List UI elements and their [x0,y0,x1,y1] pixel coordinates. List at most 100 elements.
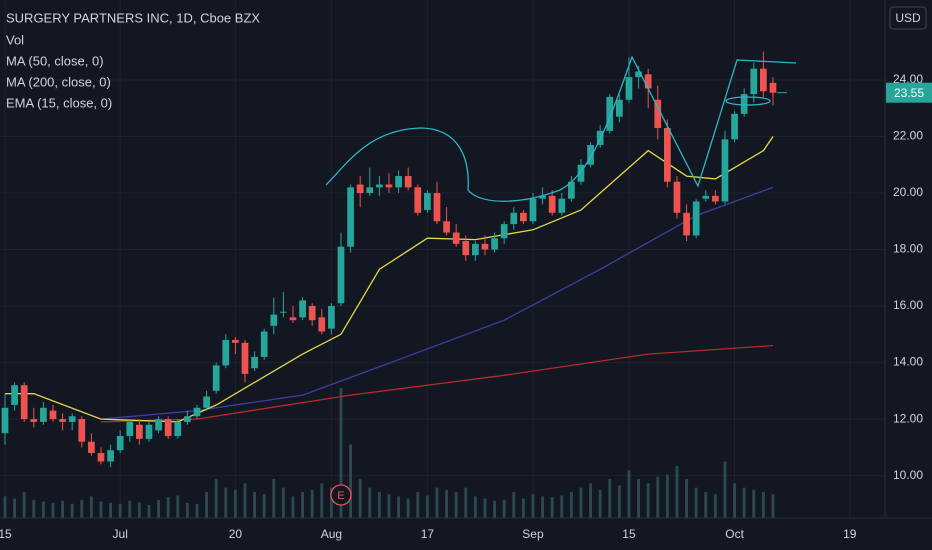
candle-body [49,410,57,420]
volume-bar [598,489,602,518]
drawings [325,55,797,202]
candle-body [299,300,306,318]
volume-bar [742,487,746,518]
volume-bar [301,492,305,518]
volume-bar [22,492,26,518]
x-tick-label: 19 [843,527,857,541]
candle-body [232,339,239,343]
candle-body [769,82,777,93]
candle-body [203,396,210,408]
candle-body [241,342,249,374]
candle-body [587,144,594,165]
chart-title: SURGERY PARTNERS INC, 1D, Cboe BZX [6,10,260,25]
y-tick-label: 14.00 [893,355,923,369]
volume-bar [579,487,583,518]
volume-bar [541,496,545,518]
currency-box[interactable] [889,6,927,30]
candle-body [702,195,710,199]
earnings-marker [330,484,352,506]
volume-bar [761,492,765,518]
candle-body [40,407,47,422]
volume-bar [502,499,506,518]
volume-bar [272,479,276,518]
volume-bar [368,487,372,518]
volume-bar [416,492,420,518]
y-tick-label: 24.00 [893,72,923,86]
candle-body [577,164,585,182]
candle-body [328,306,335,329]
volume-bar [118,503,122,518]
volume-bar [310,489,314,518]
volume-bar [291,496,295,518]
moving-average [100,344,774,423]
volume-bar [445,489,449,518]
candle-body [712,195,719,202]
candle-body [616,99,623,117]
candle-body [472,243,479,256]
candle-body [356,184,364,194]
volume-bar [281,487,285,518]
candle-body [500,224,508,239]
volume-bar [349,444,353,518]
volume-bar [646,483,650,518]
candle-body [97,453,105,462]
volume-bar [589,483,593,518]
volume-bar [713,494,717,518]
volume-bar [512,492,516,518]
earnings-label: E [337,490,344,502]
x-tick-label: 20 [229,527,243,541]
volume-bar [387,494,391,518]
volume-bar [406,498,410,518]
grid [0,0,885,518]
volume-bar [80,499,84,518]
x-tick-label: Aug [321,527,342,541]
legend-ma50: MA (50, close, 0) [6,53,104,68]
candle-body [740,94,748,114]
currency: USD [895,11,921,25]
volume-bar [32,499,36,518]
legend-ema15: EMA (15, close, 0) [6,95,112,110]
candle-body [731,113,738,140]
volume-bar [61,500,65,518]
candle-body [289,317,297,321]
candle-body [395,176,402,188]
volume-bar [185,502,189,518]
candle-body [721,139,729,202]
candle-body [193,407,201,417]
last-price: 23.55 [894,86,924,100]
candle-body [568,181,575,199]
volume-bar [464,487,468,518]
candle-body [760,68,767,92]
candle-body [750,68,758,95]
candle-body [635,71,642,78]
volume-bar [41,501,45,518]
volume-bar [550,497,554,518]
volume-bar [3,496,7,518]
legend-ma200: MA (200, close, 0) [6,74,111,89]
x-tick-label: Sep [522,527,544,541]
volume-bar [176,495,180,518]
volume-bar [13,498,17,518]
candle-body [606,96,614,131]
volume-bar [358,479,362,518]
candle-body [1,407,9,434]
y-tick-label: 10.00 [893,468,923,482]
volume-bar [137,502,141,518]
candle-body [683,212,690,236]
volume-bar [233,489,237,518]
volume-bar [70,503,74,518]
volume-bar [608,479,612,518]
candle-body [414,187,422,213]
x-tick-label: 15 [622,527,636,541]
volume-bar [752,489,756,518]
candle-body [376,184,383,188]
volume-bar [627,470,631,518]
candle-body [625,77,633,100]
volume-bar [637,479,641,518]
volume-bar [253,492,257,518]
volume-bar [377,492,381,518]
volume-bar [243,483,247,518]
candle-body [510,212,518,225]
candle-body [347,187,354,247]
